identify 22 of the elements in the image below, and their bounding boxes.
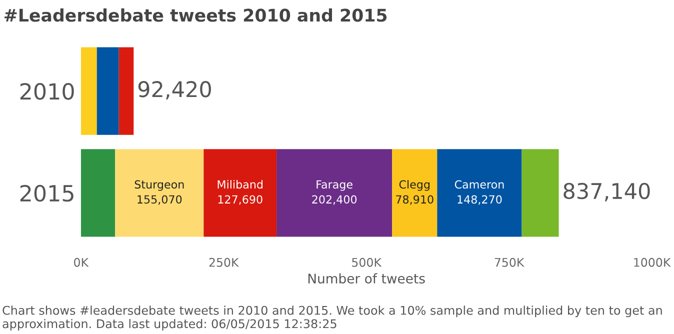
series-label: Cameron: [454, 180, 504, 189]
series-label: Miliband: [218, 180, 262, 189]
chart-title: #Leadersdebate tweets 2010 and 2015: [4, 8, 387, 22]
data-label: 155,070: [138, 195, 182, 205]
x-axis-title: Number of tweets: [308, 273, 425, 284]
x-tick-label: 750K: [494, 258, 524, 267]
total-label: 837,140: [564, 182, 650, 202]
x-tick-label: 250K: [209, 258, 239, 267]
x-tick-label: 500K: [352, 258, 382, 267]
data-label: 127,690: [218, 195, 262, 205]
series-label: Farage: [316, 180, 352, 191]
y-tick-label: 2015: [20, 184, 74, 202]
x-tick-label: 1000K: [634, 258, 671, 267]
y-tick-label: 2010: [20, 83, 74, 100]
x-tick-label: 0K: [74, 258, 89, 267]
data-label: 148,270: [458, 195, 502, 205]
series-label: Clegg: [399, 180, 430, 191]
data-label: 202,400: [312, 195, 357, 205]
total-label: 92,420: [138, 81, 211, 100]
data-label: 78,910: [396, 195, 434, 205]
text: Chart shows #leadersdebate tweets in 2010 and 2015. We took a 10% sample and multiplied by ten to get an approximation. Data last updated: 06/05/2015 12:38:25: [2, 306, 662, 331]
series-label: Sturgeon: [134, 180, 184, 191]
